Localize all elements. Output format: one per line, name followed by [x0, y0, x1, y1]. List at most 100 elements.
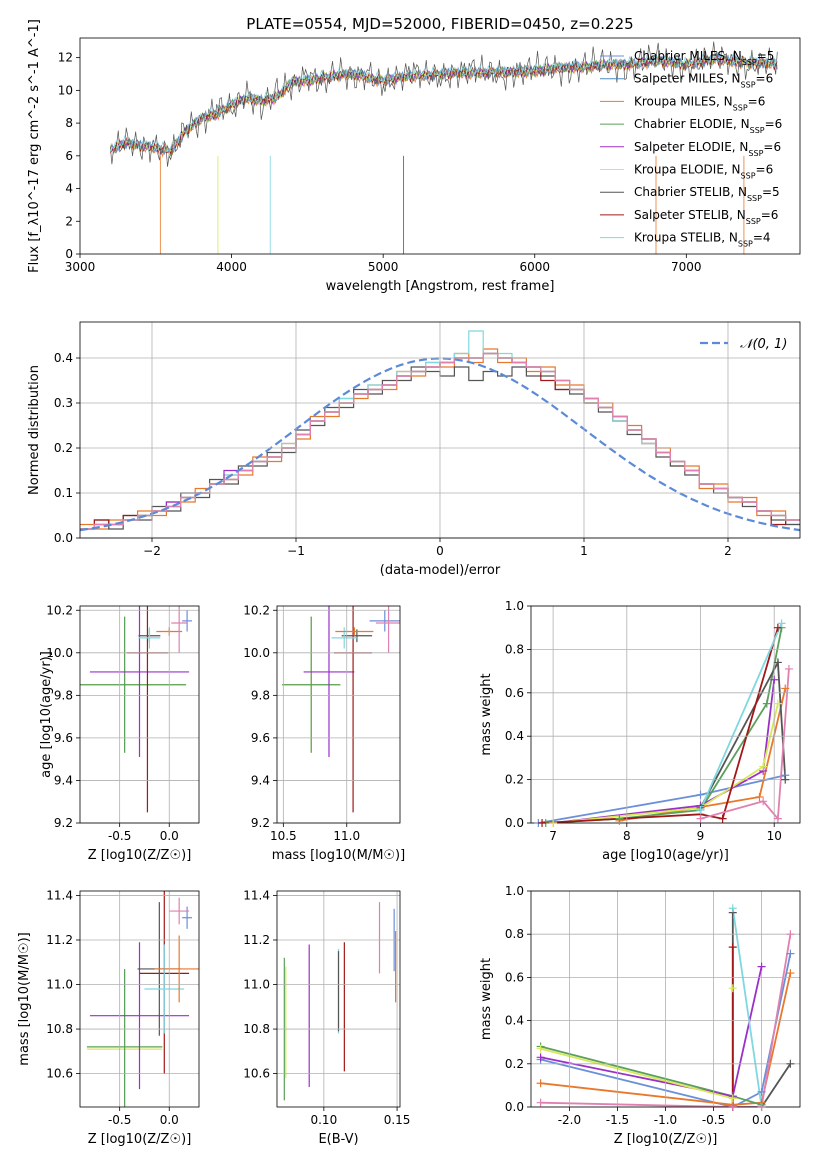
y-tick-label: 10.2	[46, 603, 73, 617]
weight-marker	[718, 814, 727, 823]
plot-area	[86, 891, 199, 1107]
legend-entry: Kroupa STELIB, NSSP=4	[634, 231, 771, 249]
x-tick-label: −1	[287, 544, 305, 558]
legend-entry: 𝒩(0, 1)	[740, 337, 787, 352]
legend-entry: Kroupa ELODIE, NSSP=6	[634, 163, 773, 181]
axes-frame	[79, 605, 200, 824]
weight-marker	[728, 943, 737, 952]
x-tick-label: −2	[143, 544, 161, 558]
y-tick-label: 11.2	[46, 933, 73, 947]
y-axis-label: age [log10(age/yr)]	[39, 651, 54, 778]
y-tick-label: 0.2	[505, 773, 524, 787]
legend-entry: Chabrier MILES, NSSP=5	[634, 49, 774, 67]
weight-marker	[755, 792, 764, 801]
weight-line	[545, 627, 783, 823]
x-tick-label: 7000	[671, 260, 702, 274]
axes-frame	[276, 605, 401, 824]
y-tick-label: 9.4	[54, 773, 73, 787]
weight-line	[731, 908, 763, 1107]
y-axis-label: Normed distribution	[27, 365, 42, 495]
y-tick-label: 9.6	[54, 731, 73, 745]
y-tick-label: 10.8	[46, 1022, 73, 1036]
weight-marker	[696, 790, 705, 799]
legend-entry: Salpeter MILES, NSSP=6	[634, 72, 773, 90]
weight-marker	[786, 930, 795, 939]
x-tick-label: 0.0	[160, 829, 179, 843]
weight-marker	[786, 949, 795, 958]
axes-frame	[530, 890, 801, 1108]
plot-area	[283, 902, 397, 1101]
y-tick-label: 2	[65, 214, 73, 228]
y-tick-label: 1.0	[505, 599, 524, 613]
y-tick-label: 9.2	[251, 816, 270, 830]
weight-line	[553, 703, 779, 823]
panel-mass_weight_vs_Z: -2.0 -1.5 -1.0 -0.5 0.0 0.0 0.2 0.4 0.6 0.8 1.0 Z […	[479, 884, 801, 1147]
axes-frame	[79, 37, 801, 255]
x-tick-label: 6000	[519, 260, 550, 274]
x-tick-label: 1	[580, 544, 588, 558]
y-tick-label: 0.0	[54, 531, 73, 545]
x-tick-label: 0	[436, 544, 444, 558]
y-tick-label: 11.0	[243, 978, 270, 992]
x-tick-label: 7	[549, 829, 557, 843]
weight-marker	[696, 805, 705, 814]
weight-marker	[777, 619, 786, 628]
panel-residuals: −2 −1 0 1 2 0.0 0.1 0.2 0.3 0.4 (data-model)/error…	[27, 321, 801, 578]
axes-frame	[276, 890, 401, 1108]
weight-marker	[770, 675, 779, 684]
y-axis-label: mass [log10(M/M☉)]	[17, 932, 32, 1065]
figure-title: PLATE=0554, MJD=52000, FIBERID=0450, z=0…	[246, 15, 633, 33]
x-tick-label: 0.0	[160, 1113, 179, 1127]
y-tick-label: 0.6	[505, 686, 524, 700]
y-tick-label: 0.6	[505, 970, 524, 984]
y-tick-label: 1.0	[505, 884, 524, 898]
weight-marker	[728, 1094, 737, 1103]
legend-entry: Chabrier STELIB, NSSP=5	[634, 185, 780, 203]
weight-marker	[615, 814, 624, 823]
y-tick-label: 6	[65, 149, 73, 163]
legend-entry: Kroupa MILES, NSSP=6	[634, 94, 765, 112]
x-axis-label: (data-model)/error	[380, 563, 501, 578]
x-tick-label: -1.0	[654, 1113, 677, 1127]
axes-frame	[530, 605, 801, 824]
axes-frame	[79, 321, 801, 539]
weight-marker	[786, 969, 795, 978]
weight-marker	[773, 623, 782, 632]
panel-mass_vs_Z: -0.5 0.0 10.6 10.8 11.0 11.2 11.4 Z [log10(Z/Z☉…	[17, 888, 200, 1147]
x-axis-label: age [log10(age/yr)]	[602, 848, 729, 863]
weight-marker	[773, 699, 782, 708]
x-axis-label: E(B-V)	[318, 1132, 358, 1147]
y-tick-label: 0.0	[505, 1100, 524, 1114]
panel-mass_vs_EBV: 0.10 0.15 10.6 10.8 11.0 11.2 11.4 E(B-V)	[243, 888, 410, 1147]
weight-marker	[536, 1079, 545, 1088]
y-tick-label: 0.0	[505, 816, 524, 830]
y-tick-label: 9.4	[251, 773, 270, 787]
weight-line	[699, 659, 787, 809]
x-tick-label: 8	[623, 829, 631, 843]
x-tick-label: -0.5	[702, 1113, 725, 1127]
weight-marker	[759, 797, 768, 806]
weight-marker	[762, 699, 771, 708]
y-axis-label: Flux [f_λ10^-17 erg cm^-2 s^-1 A^-1]	[27, 19, 42, 273]
axes-frame	[79, 890, 200, 1108]
weight-line	[699, 623, 783, 811]
x-tick-label: 10	[767, 829, 782, 843]
y-axis-label: mass weight	[479, 673, 494, 755]
y-tick-label: 4	[65, 182, 73, 196]
y-tick-label: 0.8	[505, 642, 524, 656]
spectrum-line	[109, 53, 778, 157]
x-tick-label: 0.0	[752, 1113, 771, 1127]
weight-marker	[781, 684, 790, 693]
panel-age_vs_mass: 10.5 11.0 9.2 9.4 9.6 9.8 10.0 10.2 mass [log10(…	[243, 603, 405, 863]
y-tick-label: 9.8	[251, 688, 270, 702]
weight-marker	[759, 762, 768, 771]
weight-marker	[536, 1044, 545, 1053]
weight-marker	[538, 819, 547, 827]
weight-marker	[773, 658, 782, 667]
x-axis-label: Z [log10(Z/Z☉)]	[88, 1132, 192, 1147]
plot-area	[109, 41, 778, 254]
y-tick-label: 0.4	[54, 351, 73, 365]
y-tick-label: 0.2	[54, 441, 73, 455]
weight-marker	[757, 1087, 766, 1096]
